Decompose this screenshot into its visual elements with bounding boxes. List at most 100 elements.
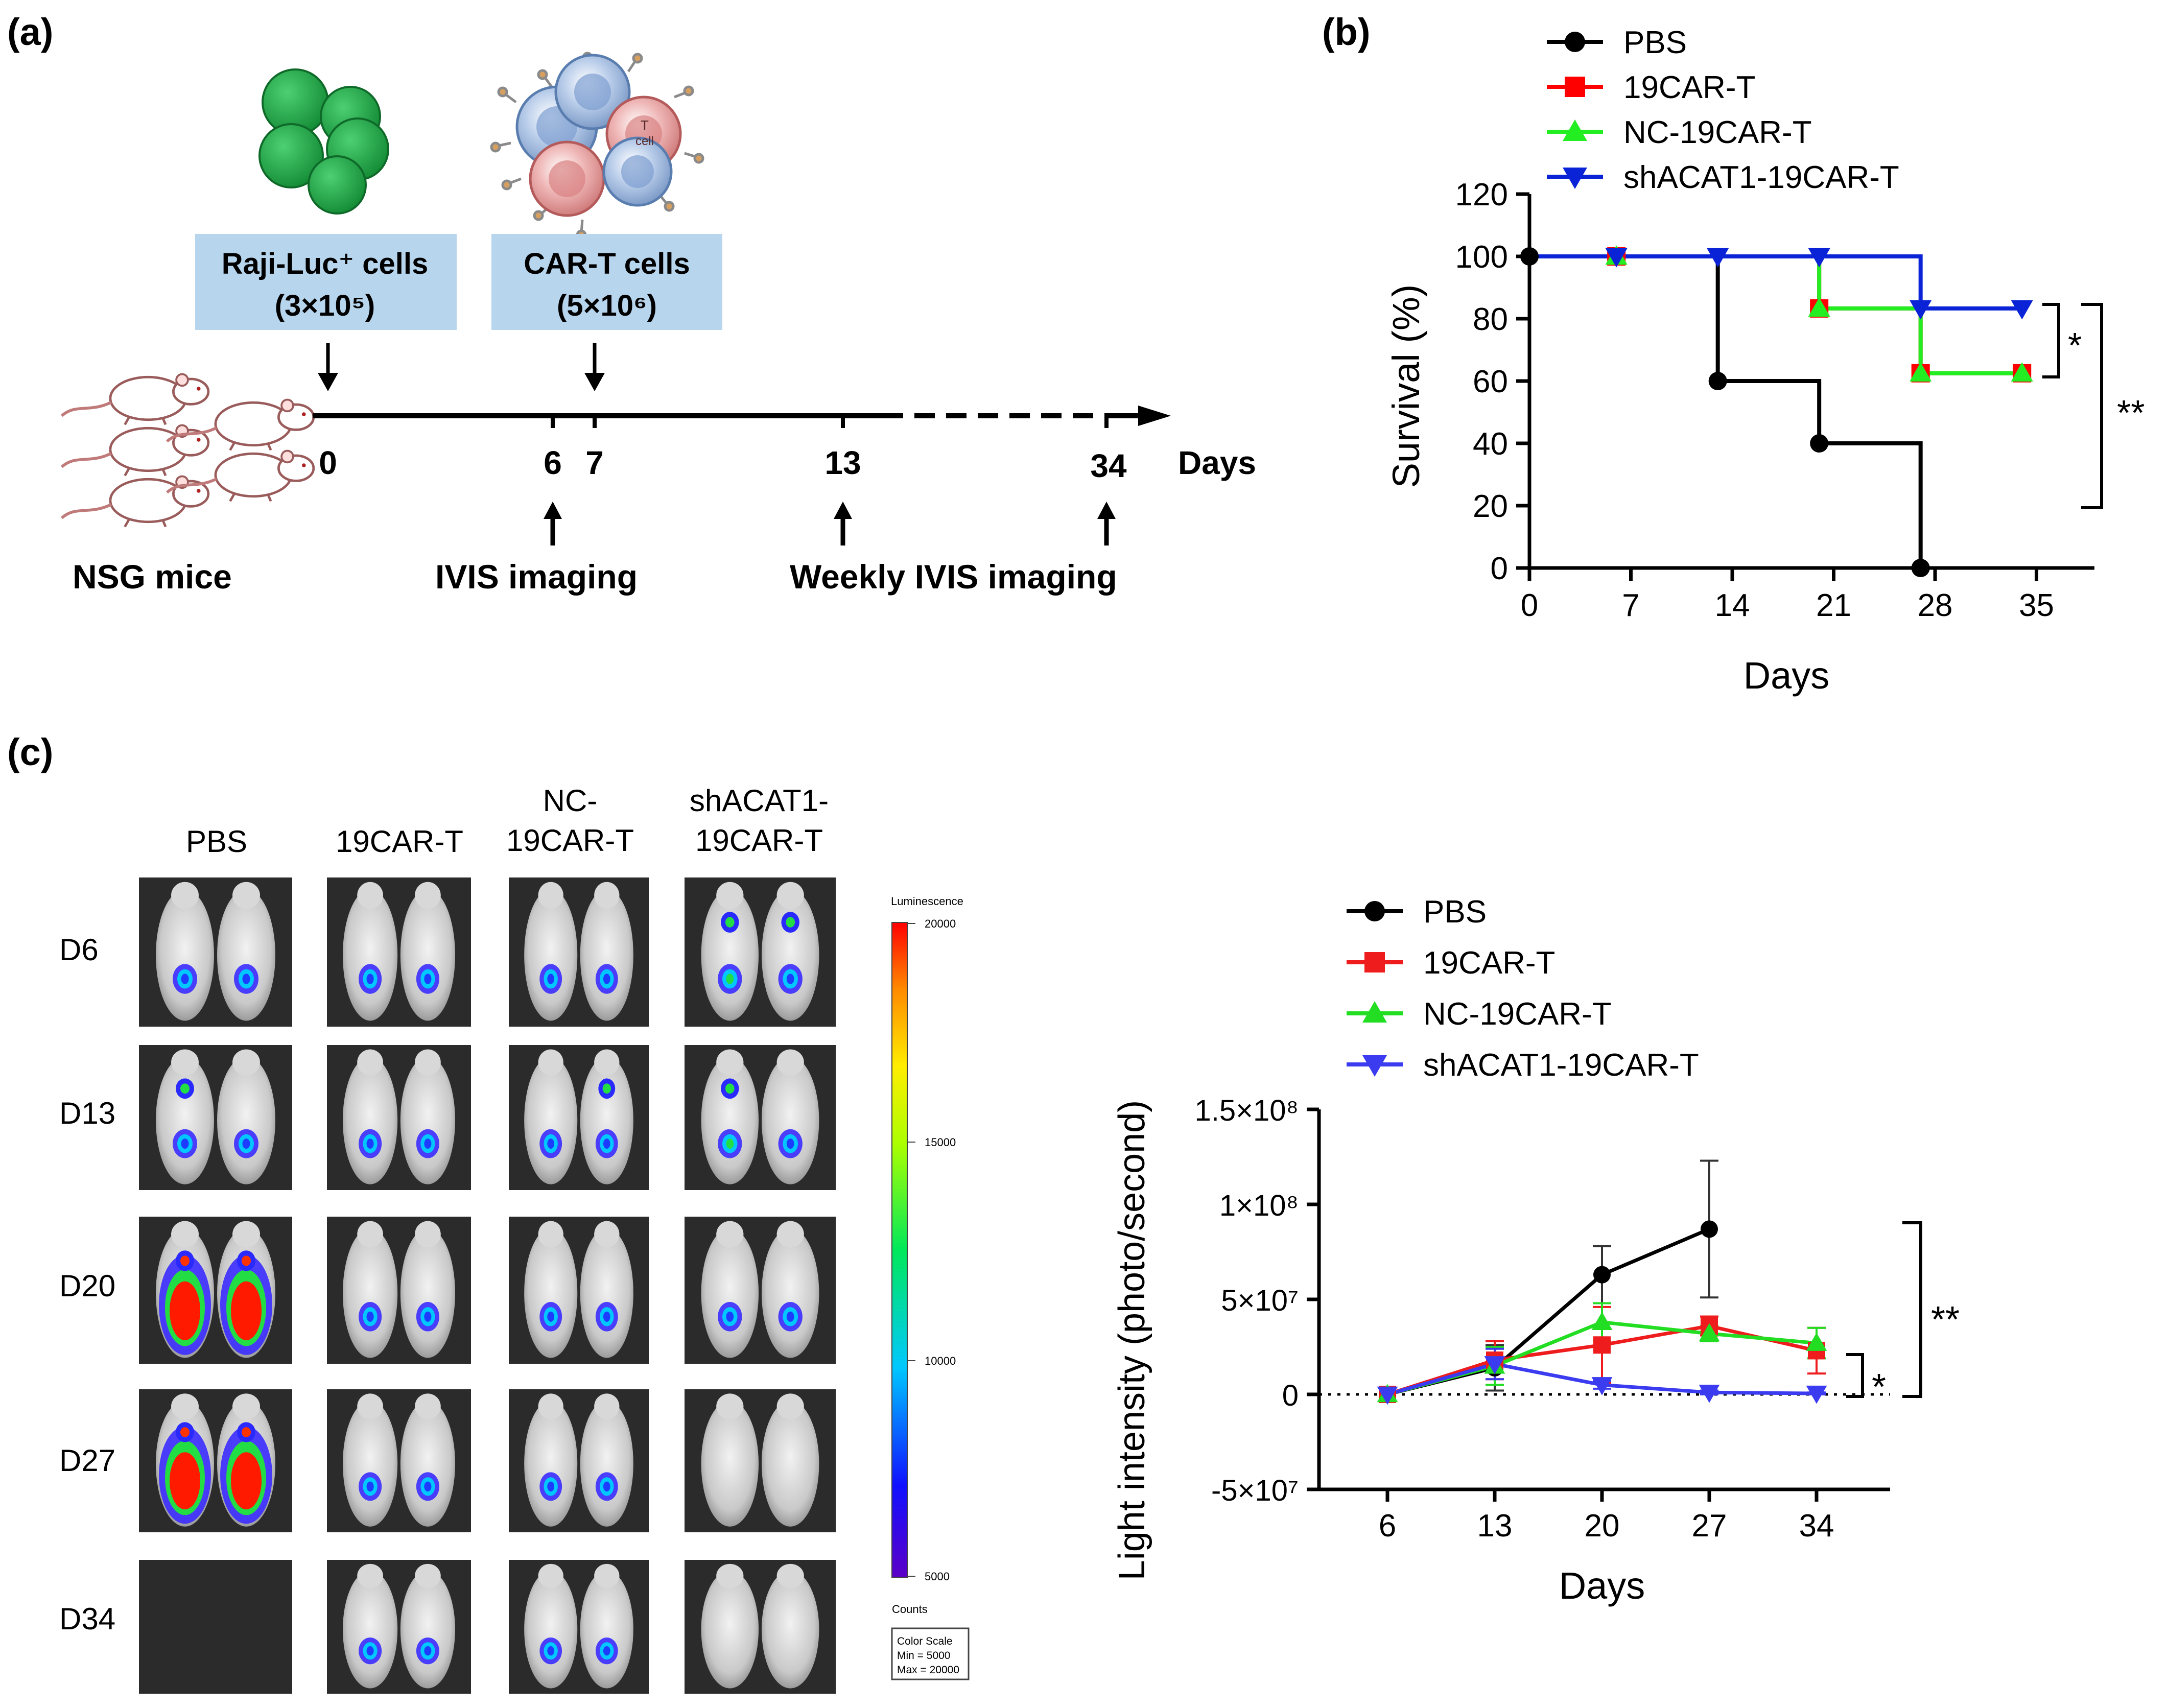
ivis-mouse-head: [538, 882, 563, 909]
ivis-mouse-head: [538, 1393, 563, 1419]
survival-legend-marker-nc-19car-t: [1563, 120, 1587, 141]
ivis-signal-upper-core: [725, 917, 735, 928]
intensity-point-pbs: [1593, 1266, 1611, 1284]
survival-chart: 0 20 40 60 80 100 120 0 7 14 21 28 35: [1455, 177, 2094, 623]
ivis-mouse-head: [776, 882, 804, 909]
panel-c: (c) PBS 19CAR-T NC- 19CAR-T shACAT1- 19C…: [7, 731, 1960, 1694]
survival-legend-label-pbs: PBS: [1623, 25, 1687, 60]
ivis-background: [139, 1560, 292, 1694]
ivis-mouse-head: [594, 1049, 620, 1076]
ivis-mouse: [761, 889, 819, 1021]
ivis-image-d6-pbs: [139, 877, 292, 1027]
panel-a-label: (a): [7, 11, 53, 53]
ivis-mouse: [761, 1228, 819, 1358]
survival-legend-label-shacat1-19car-t: shACAT1-19CAR-T: [1623, 160, 1899, 195]
ivis-image-d13-19car-t: [327, 1045, 471, 1190]
intensity-y-tick-label: 5×10⁷: [1221, 1284, 1299, 1317]
survival-point-shacat1-19car-t: [1910, 300, 1932, 320]
ivis-mouse: [761, 1570, 819, 1689]
ivis-mouse-head: [415, 1049, 441, 1076]
ivis-mouse: [400, 1401, 455, 1527]
survival-point-shacat1-19car-t: [1605, 248, 1628, 268]
ivis-image-d34-pbs: [139, 1560, 292, 1694]
injection-arrows: [318, 343, 605, 391]
ivis-mouse-head: [776, 1563, 804, 1588]
ivis-signal-core: [170, 1281, 200, 1340]
ivis-mouse: [343, 889, 398, 1021]
intensity-sig-bracket-single: [1846, 1353, 1864, 1398]
ivis-signal-core: [181, 1138, 189, 1149]
ivis-image-d34-19car-t: [327, 1560, 471, 1694]
survival-sig-star: *: [2068, 325, 2082, 365]
survival-line-pbs: [1529, 254, 1923, 568]
cart-cells-illustration: T cell: [490, 52, 704, 241]
ivis-signal-upper-core: [180, 1083, 190, 1094]
survival-legend-label-nc-19car-t: NC-19CAR-T: [1623, 115, 1812, 150]
timeline-days-label: Days: [1178, 444, 1256, 481]
ivis-signal-core: [547, 974, 555, 984]
ivis-mouse-head: [357, 1393, 383, 1419]
ivis-mouse: [400, 1056, 455, 1184]
ivis-signal-core: [603, 1646, 610, 1656]
intensity-x-tick-label: 34: [1799, 1508, 1834, 1544]
panel-b: (b) PBS19CAR-TNC-19CAR-TshACAT1-19CAR-T …: [1322, 11, 2145, 697]
intensity-point-nc-19car-t: [1591, 1312, 1613, 1330]
intensity-x-tick-label: 27: [1692, 1508, 1727, 1544]
survival-legend: PBS 19CAR-T NC-19CAR-T shACAT1-19CAR-T: [1547, 25, 1899, 195]
survival-x-tick-label: 14: [1715, 588, 1750, 623]
survival-y-tick-label: 0: [1491, 551, 1508, 586]
ivis-signal-upper-core: [602, 1083, 611, 1094]
survival-legend-label-19car-t: 19CAR-T: [1623, 70, 1755, 105]
survival-sig-double-star: **: [2117, 393, 2145, 433]
group-header-nc-suffix: 19CAR-T: [506, 823, 634, 858]
ivis-signal-core: [231, 1452, 262, 1510]
nsg-mice-illustration: [62, 374, 314, 527]
ivis-mouse-head: [776, 1393, 804, 1419]
intensity-legend-marker-nc-19car-t: [1362, 1001, 1387, 1023]
panel-a: (a): [7, 11, 1256, 596]
t-cell-letter: T: [641, 117, 649, 133]
colorbar-tick-10000: 10000: [925, 1355, 956, 1367]
ivis-mouse: [343, 1570, 398, 1689]
color-scale-box: [891, 1627, 970, 1680]
ivis-mouse: [761, 1401, 819, 1527]
intensity-y-tick-label: 1×10⁸: [1219, 1189, 1299, 1222]
ivis-mouse: [343, 1228, 398, 1358]
ivis-signal-upper-core: [180, 1427, 190, 1437]
day-label-d34: D34: [59, 1602, 115, 1636]
intensity-legend-label-nc-19car-t: NC-19CAR-T: [1423, 997, 1612, 1032]
survival-point-pbs: [1911, 559, 1930, 577]
intensity-chart: -5×10⁷ 0 5×10⁷ 1×10⁸ 1.5×10⁸ 6 13 20 27 34: [1195, 1094, 1890, 1544]
cart-cells-label: CAR-T cells: [524, 247, 690, 280]
ivis-mouse: [524, 1056, 578, 1184]
ivis-image-d20-pbs: [139, 1217, 292, 1364]
ivis-signal-core: [424, 1138, 432, 1149]
survival-sig-bracket-double: [2081, 303, 2103, 509]
ivis-mouse-head: [776, 1049, 804, 1076]
nsg-mice-label: NSG mice: [73, 558, 232, 596]
timeline-day-34: 34: [1090, 447, 1127, 484]
survival-x-tick-label: 0: [1521, 588, 1538, 623]
ivis-mouse-head: [171, 1221, 199, 1248]
ivis-mouse: [156, 889, 214, 1021]
survival-point-nc-19car-t: [1808, 297, 1830, 317]
ivis-mouse-head: [594, 1393, 620, 1419]
ivis-mouse-head: [415, 1563, 441, 1588]
survival-sig-bracket-single: [2042, 303, 2060, 378]
ivis-signal-upper-core: [180, 1255, 190, 1266]
intensity-line-pbs: [1387, 1227, 1710, 1396]
ivis-mouse-head: [232, 882, 260, 909]
ivis-image-d6-nc-19car-t: [509, 877, 649, 1027]
ivis-signal-core: [786, 1138, 794, 1149]
panel-b-label: (b): [1322, 11, 1371, 53]
ivis-mouse-head: [357, 1049, 383, 1076]
survival-point-nc-19car-t: [2011, 362, 2033, 382]
intensity-point-shacat1-19car-t: [1806, 1385, 1827, 1404]
day-label-d20: D20: [59, 1269, 115, 1303]
luminescence-colorbar: Luminescence 20000 15000 10000 5000 Coun…: [891, 895, 970, 1680]
survival-point-shacat1-19car-t: [2011, 300, 2033, 320]
day-label-d13: D13: [59, 1096, 115, 1130]
ivis-mouse-head: [716, 1393, 744, 1419]
ivis-mouse-head: [232, 1049, 260, 1076]
